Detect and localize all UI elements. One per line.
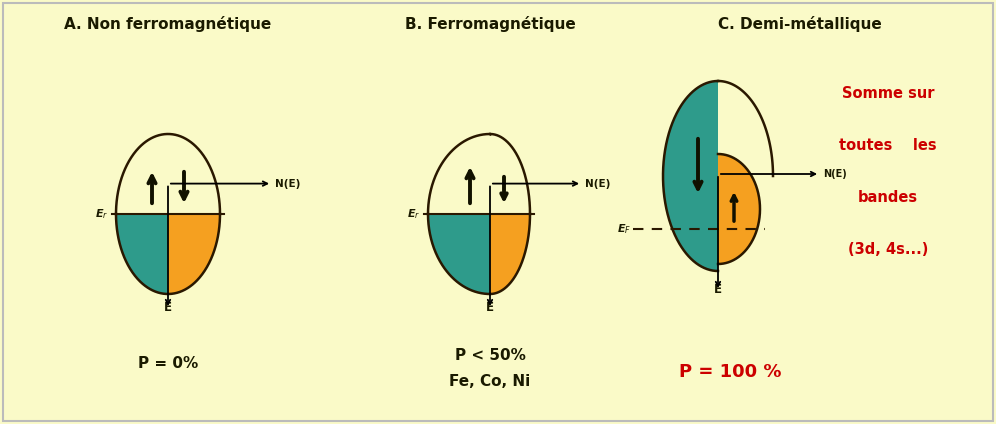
Text: E$_F$: E$_F$ [617,222,631,236]
Text: C. Demi-métallique: C. Demi-métallique [718,16,881,32]
Polygon shape [718,154,760,264]
Text: Somme sur: Somme sur [842,86,934,101]
Text: B. Ferromagnétique: B. Ferromagnétique [404,16,576,32]
Text: P = 0%: P = 0% [137,357,198,371]
Text: P < 50%: P < 50% [454,349,526,363]
Polygon shape [168,214,220,294]
Text: N(E): N(E) [585,179,611,189]
Text: A. Non ferromagnétique: A. Non ferromagnétique [65,16,272,32]
Polygon shape [116,214,168,294]
Polygon shape [663,81,718,271]
Text: E$_r$: E$_r$ [95,207,108,221]
Text: N(E): N(E) [823,169,847,179]
Text: (3d, 4s...): (3d, 4s...) [848,243,928,257]
Text: P = 100 %: P = 100 % [678,363,781,381]
Text: bandes: bandes [858,190,918,206]
Text: E$_r$: E$_r$ [406,207,420,221]
Text: E: E [486,301,494,314]
Polygon shape [428,214,490,294]
Text: toutes    les: toutes les [840,139,937,153]
Text: E: E [714,283,722,296]
Text: Fe, Co, Ni: Fe, Co, Ni [449,374,531,390]
Text: E: E [164,301,172,314]
Text: N(E): N(E) [275,179,301,189]
Polygon shape [490,214,530,294]
